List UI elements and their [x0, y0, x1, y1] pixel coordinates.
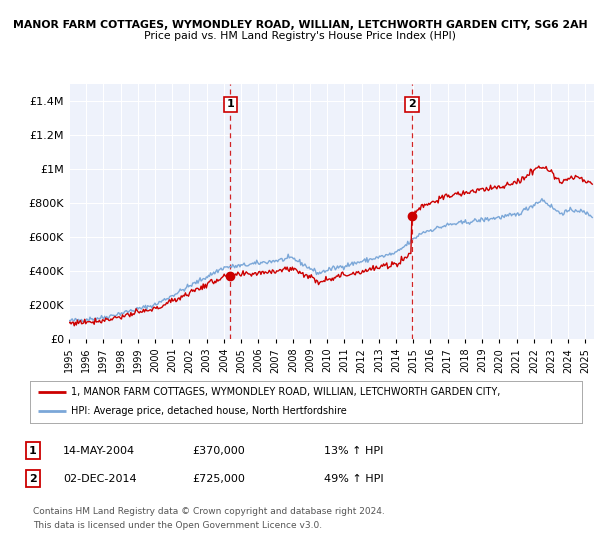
Text: 13% ↑ HPI: 13% ↑ HPI — [324, 446, 383, 456]
Text: 14-MAY-2004: 14-MAY-2004 — [63, 446, 135, 456]
Text: 1: 1 — [226, 99, 234, 109]
Text: £370,000: £370,000 — [192, 446, 245, 456]
Text: £725,000: £725,000 — [192, 474, 245, 484]
Text: Price paid vs. HM Land Registry's House Price Index (HPI): Price paid vs. HM Land Registry's House … — [144, 31, 456, 41]
Text: 2: 2 — [29, 474, 37, 484]
Text: 49% ↑ HPI: 49% ↑ HPI — [324, 474, 383, 484]
Text: 1, MANOR FARM COTTAGES, WYMONDLEY ROAD, WILLIAN, LETCHWORTH GARDEN CITY,: 1, MANOR FARM COTTAGES, WYMONDLEY ROAD, … — [71, 387, 501, 397]
Text: 02-DEC-2014: 02-DEC-2014 — [63, 474, 137, 484]
Text: 2: 2 — [408, 99, 416, 109]
Text: HPI: Average price, detached house, North Hertfordshire: HPI: Average price, detached house, Nort… — [71, 407, 347, 417]
Text: MANOR FARM COTTAGES, WYMONDLEY ROAD, WILLIAN, LETCHWORTH GARDEN CITY, SG6 2AH: MANOR FARM COTTAGES, WYMONDLEY ROAD, WIL… — [13, 20, 587, 30]
Text: 1: 1 — [29, 446, 37, 456]
Text: Contains HM Land Registry data © Crown copyright and database right 2024.: Contains HM Land Registry data © Crown c… — [33, 507, 385, 516]
Text: This data is licensed under the Open Government Licence v3.0.: This data is licensed under the Open Gov… — [33, 521, 322, 530]
